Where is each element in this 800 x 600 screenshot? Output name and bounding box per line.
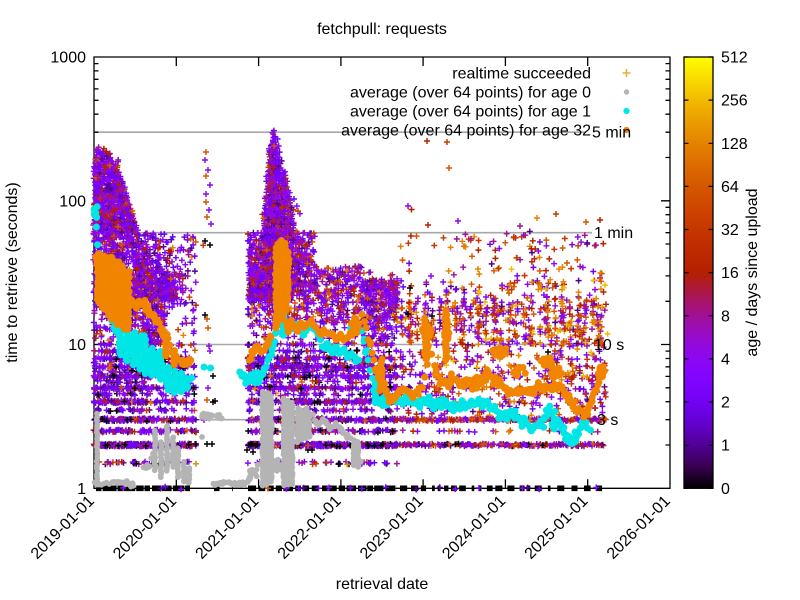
svg-text:10: 10	[68, 337, 86, 354]
svg-text:256: 256	[721, 93, 748, 110]
svg-text:realtime succeeded: realtime succeeded	[452, 66, 591, 83]
svg-text:3 s: 3 s	[597, 412, 618, 429]
svg-text:fetchpull: requests: fetchpull: requests	[317, 21, 447, 38]
svg-text:8: 8	[721, 308, 730, 325]
svg-text:1: 1	[77, 481, 86, 498]
svg-text:512: 512	[721, 50, 748, 67]
svg-text:5 min: 5 min	[592, 125, 631, 142]
svg-text:1 min: 1 min	[594, 225, 633, 242]
svg-text:1: 1	[721, 438, 730, 455]
svg-text:retrieval date: retrieval date	[336, 576, 429, 593]
svg-text:average (over 64 points) for a: average (over 64 points) for age 0	[350, 85, 591, 102]
svg-text:average (over 64 points) for a: average (over 64 points) for age 1	[350, 104, 591, 121]
svg-text:1000: 1000	[50, 50, 86, 67]
svg-text:10 s: 10 s	[594, 337, 624, 354]
svg-text:0: 0	[721, 481, 730, 498]
svg-text:2: 2	[721, 395, 730, 412]
svg-text:64: 64	[721, 179, 739, 196]
svg-text:age / days since upload: age / days since upload	[744, 188, 761, 356]
svg-text:average (over 64 points) for a: average (over 64 points) for age 32	[341, 123, 591, 140]
svg-text:16: 16	[721, 265, 739, 282]
svg-text:time to retrieve (seconds): time to retrieve (seconds)	[4, 182, 21, 363]
svg-text:4: 4	[721, 351, 730, 368]
svg-text:128: 128	[721, 136, 748, 153]
svg-text:32: 32	[721, 222, 739, 239]
svg-text:100: 100	[59, 193, 86, 210]
